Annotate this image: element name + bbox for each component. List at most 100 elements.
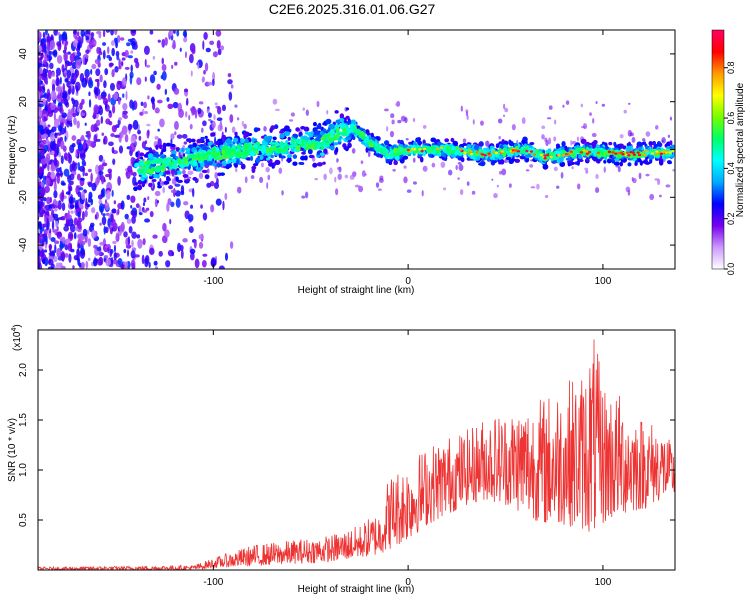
ridge-point [180, 163, 184, 170]
noise-point [354, 184, 360, 188]
ridge-point [304, 155, 308, 161]
noise-point [164, 229, 170, 238]
noise-point [210, 257, 217, 267]
ridge-point [312, 121, 317, 127]
noise-point [63, 152, 68, 161]
ridge-point [345, 136, 352, 141]
peak-point [539, 153, 543, 157]
noise-point [53, 208, 58, 212]
noise-point [84, 209, 88, 218]
noise-point [40, 158, 47, 165]
noise-point [42, 133, 48, 139]
ridge-point [619, 161, 624, 167]
noise-point [141, 254, 145, 265]
noise-point [123, 231, 128, 238]
noise-point [80, 261, 85, 269]
peak-point [422, 147, 427, 151]
peak-point [662, 150, 666, 153]
noise-point [180, 190, 185, 196]
noise-point [67, 153, 73, 164]
noise-point [189, 123, 193, 130]
ridge-point [596, 152, 602, 158]
spectrogram-y-label: Frequency (Hz) [7, 116, 18, 185]
noise-point [58, 33, 62, 43]
ridge-point [452, 140, 459, 147]
noise-point [76, 173, 81, 181]
ridge-point [427, 149, 434, 154]
noise-point [80, 112, 86, 117]
noise-point [121, 77, 127, 87]
noise-point [214, 136, 217, 147]
noise-point [60, 265, 66, 269]
ridge-point [195, 152, 201, 158]
ridge-point [196, 167, 202, 172]
noise-point [222, 200, 225, 211]
noise-point [44, 30, 48, 35]
noise-point [217, 48, 222, 56]
ridge-point [393, 160, 398, 166]
noise-point [103, 254, 109, 259]
noise-point [206, 108, 210, 114]
ridge-point [328, 131, 332, 135]
noise-point [105, 118, 111, 125]
noise-point [215, 105, 220, 109]
noise-point [93, 244, 98, 249]
noise-point [243, 123, 247, 130]
ridge-point [223, 144, 228, 151]
noise-point [595, 174, 599, 179]
noise-point [120, 200, 125, 210]
ridge-point [290, 138, 296, 144]
ridge-point [511, 158, 516, 162]
ridge-point [201, 169, 208, 174]
noise-point [76, 69, 80, 77]
noise-point [65, 220, 69, 226]
noise-point [67, 175, 70, 180]
ridge-point [310, 131, 314, 137]
ridge-point [161, 148, 167, 153]
ridge-point [249, 150, 255, 156]
noise-point [146, 123, 151, 127]
ridge-point [188, 138, 192, 144]
noise-point [220, 45, 225, 51]
noise-point [81, 211, 85, 221]
peak-point [458, 148, 463, 151]
noise-point [458, 164, 464, 172]
noise-point [143, 197, 147, 203]
noise-point [465, 109, 469, 113]
noise-point [61, 182, 66, 186]
noise-point [266, 182, 269, 190]
ridge-point [200, 136, 205, 141]
ridge-point [203, 157, 208, 161]
noise-point [130, 50, 134, 54]
noise-point [212, 71, 216, 82]
snr-y-tick-label: 1.0 [18, 463, 29, 477]
noise-point [85, 197, 88, 206]
noise-point [582, 123, 588, 130]
noise-point [302, 107, 305, 111]
ridge-point [334, 110, 339, 114]
noise-point [61, 202, 66, 211]
noise-point [41, 73, 48, 78]
ridge-point [644, 145, 649, 150]
peak-point [532, 153, 537, 156]
ridge-point [529, 141, 535, 146]
ridge-point [593, 158, 598, 162]
ridge-point [450, 137, 455, 143]
peak-point [543, 157, 547, 160]
noise-point [41, 116, 48, 122]
noise-point [137, 238, 143, 249]
noise-point [360, 160, 364, 164]
noise-point [48, 54, 51, 63]
ridge-point [165, 170, 171, 175]
noise-point [672, 169, 675, 172]
noise-point [46, 217, 49, 227]
noise-point [110, 40, 115, 47]
noise-point [60, 140, 65, 150]
peak-point [511, 149, 515, 152]
noise-point [56, 41, 62, 47]
peak-point [631, 151, 635, 154]
ridge-point [140, 156, 144, 160]
noise-point [77, 31, 80, 37]
noise-point [129, 142, 136, 153]
noise-point [68, 196, 73, 205]
